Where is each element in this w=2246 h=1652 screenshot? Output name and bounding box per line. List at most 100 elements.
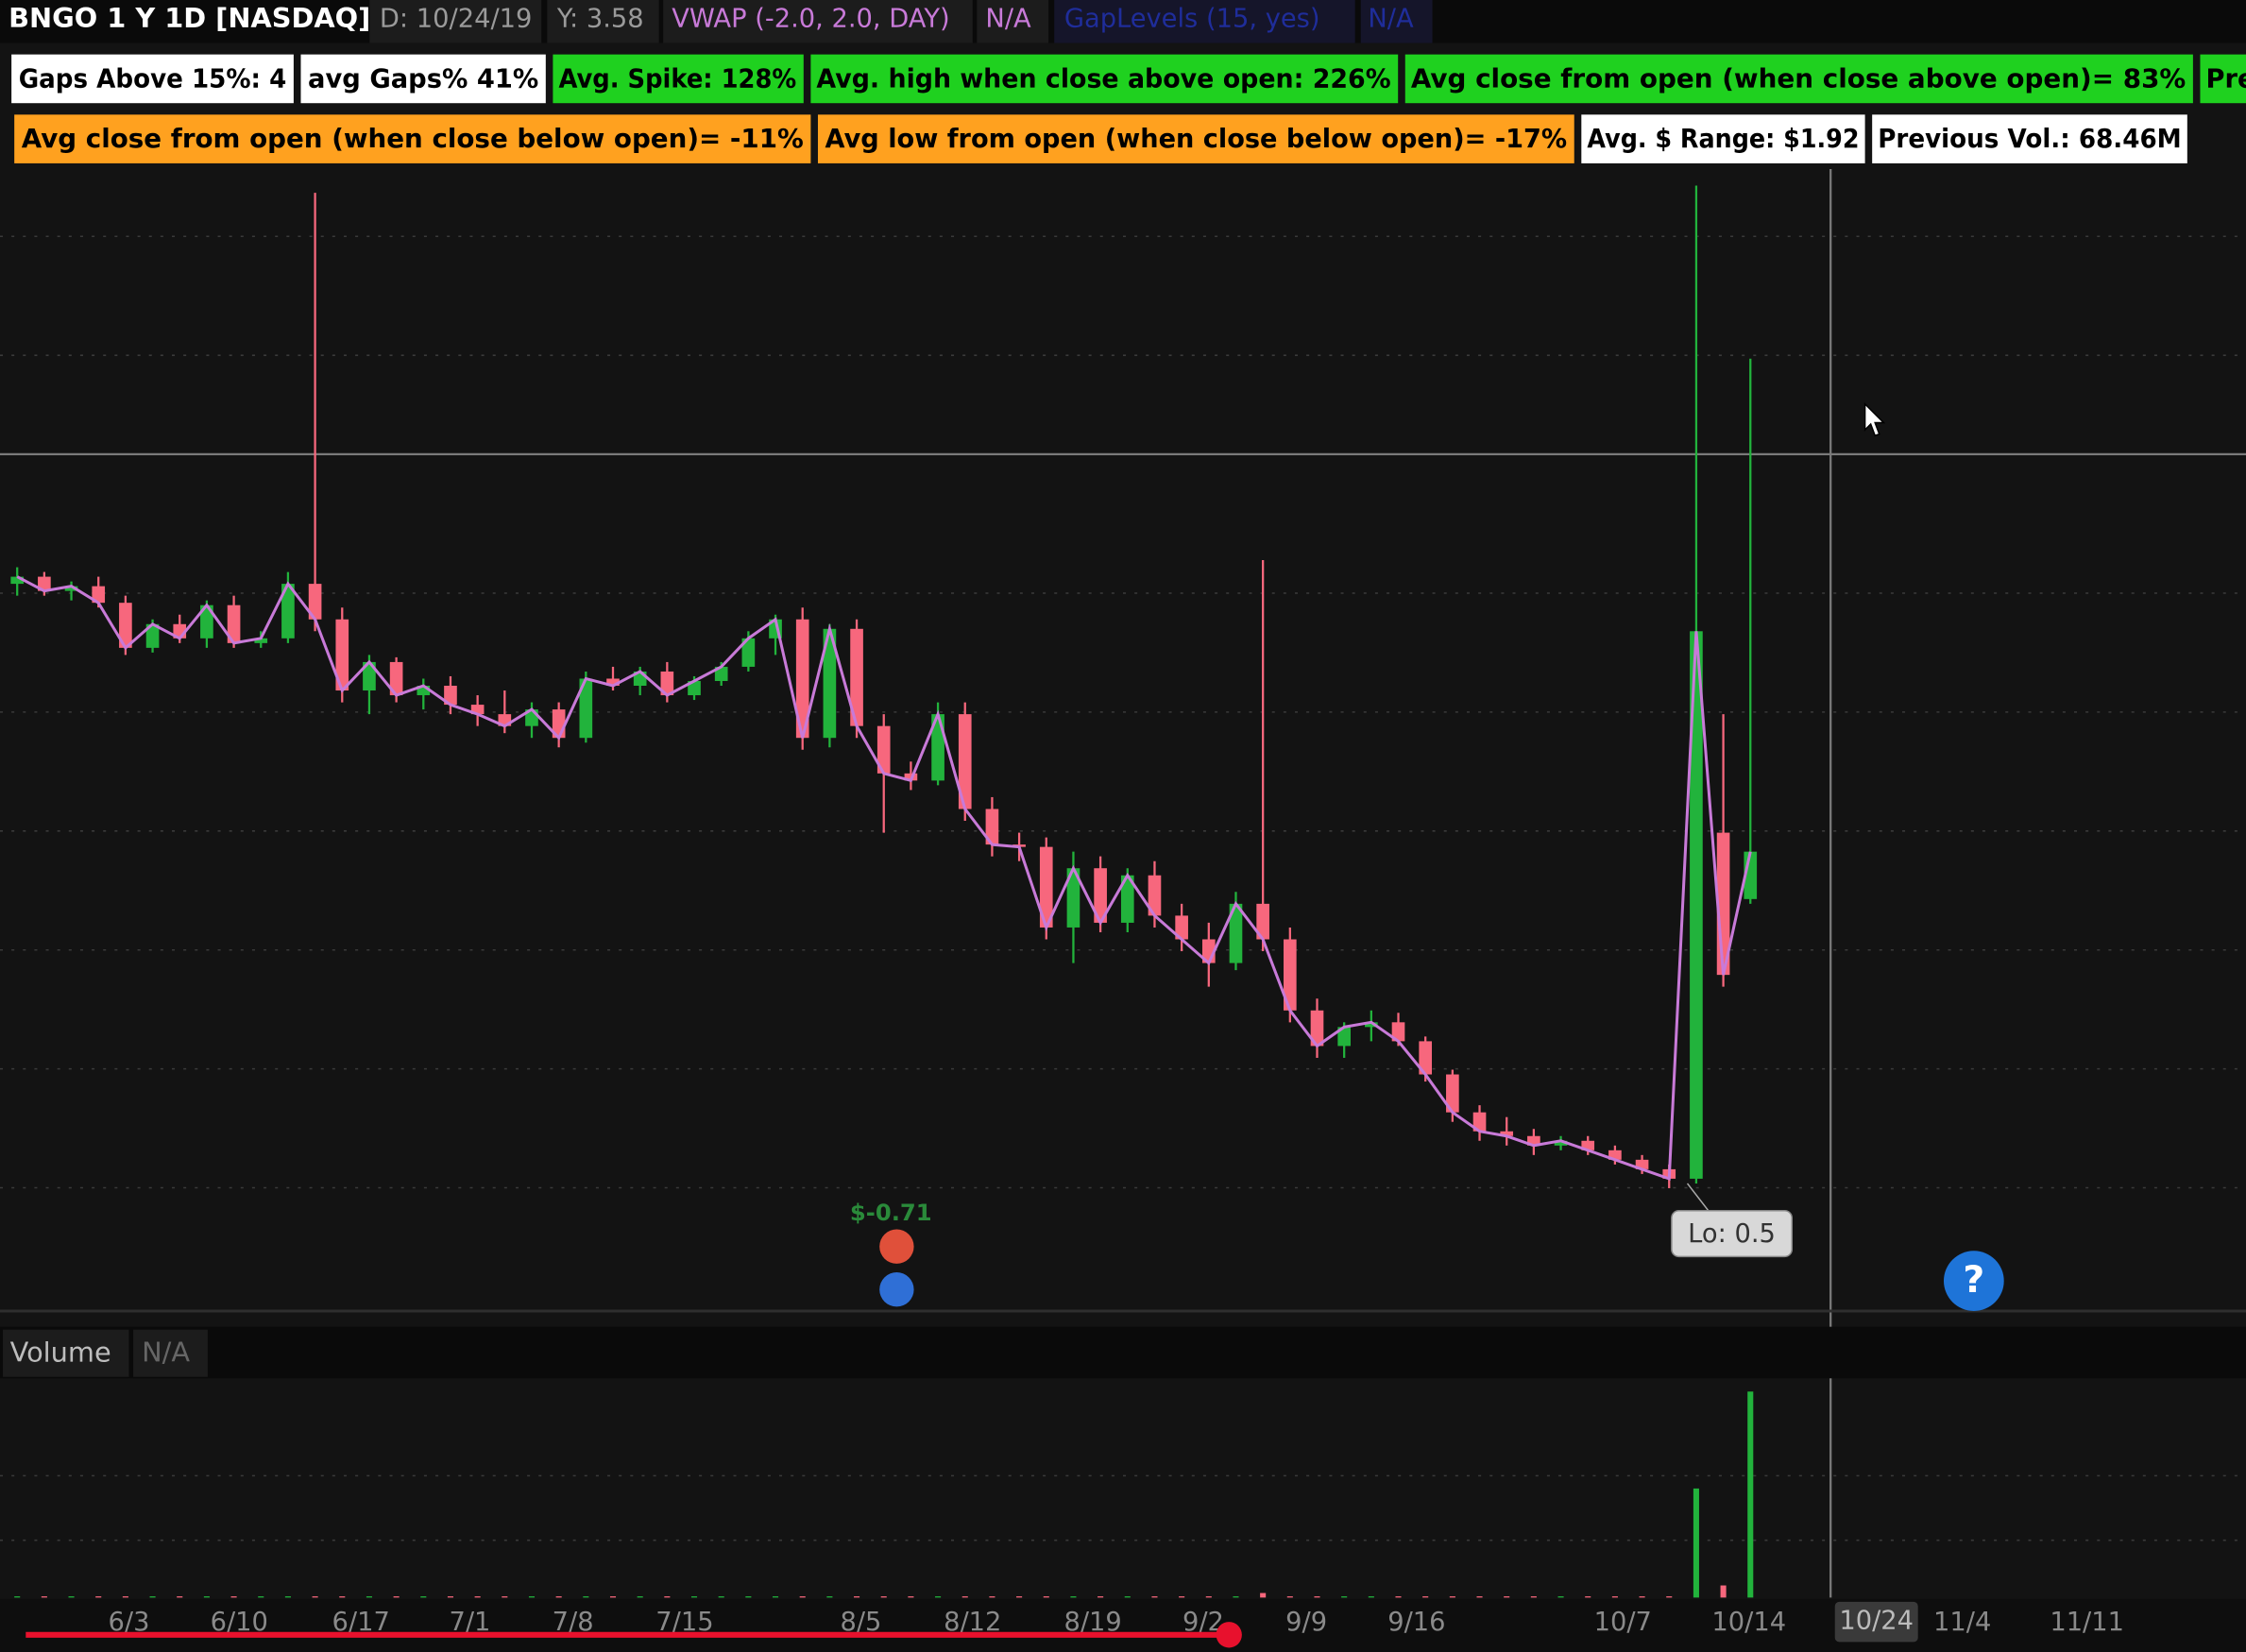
- candle-body: [145, 623, 160, 648]
- volume-bar: [1286, 1596, 1293, 1598]
- candle-body: [741, 638, 756, 667]
- label-box: [553, 54, 804, 104]
- volume-bar: [1585, 1596, 1591, 1598]
- volume-bar: [637, 1596, 643, 1598]
- candle-body: [1337, 1027, 1351, 1047]
- candle-body: [308, 584, 322, 620]
- candle-body: [606, 678, 620, 687]
- study: VWAP (-2.0, 2.0, DAY): [672, 5, 949, 34]
- volume-bar: [258, 1596, 264, 1598]
- candle-body: [850, 628, 863, 726]
- candle-body: [579, 678, 593, 739]
- candle-body: [92, 586, 106, 604]
- candle-body: [281, 584, 295, 639]
- candle-body: [1175, 915, 1188, 940]
- volume-bar: [1341, 1596, 1348, 1598]
- label: Avg close from open (when close below op…: [22, 125, 804, 154]
- volume-bar: [1720, 1585, 1727, 1598]
- candle-body: [1608, 1150, 1622, 1160]
- volume-bar: [1097, 1596, 1104, 1598]
- header-cell: [1054, 0, 1355, 43]
- volume-bar: [284, 1596, 291, 1598]
- low-label: Lo: 0.5: [1688, 1219, 1776, 1249]
- candle-body: [363, 661, 376, 691]
- x-tick-label: 11/4: [1933, 1608, 1991, 1637]
- date: D: 10/24/19: [380, 5, 532, 34]
- pnl-annotation: $-0.71: [850, 1199, 932, 1226]
- candle-body: [10, 576, 25, 585]
- volume-bar: [880, 1596, 887, 1598]
- candle-body: [1527, 1135, 1540, 1146]
- candle-body: [1635, 1159, 1649, 1169]
- volume-plot: [14, 1391, 1754, 1598]
- cursor-box: [1834, 1601, 1918, 1643]
- volume-bar: [203, 1596, 210, 1598]
- event-icon: [879, 1229, 914, 1264]
- candle-body: [389, 661, 403, 696]
- label: Avg. high when close above open: 226%: [816, 64, 1390, 94]
- help-button[interactable]: [1944, 1251, 2004, 1311]
- label: Avg low from open (when close below open…: [825, 125, 1568, 154]
- volume-bar: [989, 1596, 995, 1598]
- volume-bar: [1260, 1592, 1267, 1598]
- volume-bar: [393, 1596, 400, 1598]
- candle-body: [335, 619, 349, 691]
- candle-body: [714, 666, 728, 681]
- candle-body: [470, 705, 485, 715]
- label: Gaps Above 15%: 4: [19, 64, 287, 94]
- volume-value-box: [133, 1329, 208, 1377]
- price-plot: [10, 185, 1758, 1188]
- candle-body: [1581, 1140, 1595, 1150]
- volume-bar: [447, 1596, 453, 1598]
- symbol: BNGO 1 Y 1D [NASDAQ]: [9, 2, 370, 34]
- label-box: [14, 114, 811, 163]
- candle-body: [876, 725, 891, 774]
- label: Avg close from open (when close above op…: [1411, 64, 2186, 94]
- volume-bar: [908, 1596, 914, 1598]
- volume-bar: [502, 1596, 508, 1598]
- x-tick-label: 10/7: [1594, 1608, 1652, 1637]
- header-cell: [1360, 0, 1433, 43]
- candle-body: [1066, 868, 1080, 928]
- volume-bar: [1233, 1596, 1239, 1598]
- volume-bar: [745, 1596, 752, 1598]
- y-value: Y: 3.58: [556, 5, 644, 34]
- volume-bar: [718, 1596, 724, 1598]
- label: Pre: [2206, 64, 2246, 94]
- candle-body: [1690, 631, 1703, 1179]
- volume-bar: [420, 1596, 427, 1598]
- header-cell: [369, 0, 542, 43]
- progress-handle[interactable]: [1216, 1622, 1242, 1648]
- volume-bar: [609, 1596, 617, 1598]
- volume-bar: [68, 1596, 75, 1598]
- volume-bar: [1368, 1596, 1374, 1598]
- study2: GapLevels (15, yes): [1064, 5, 1320, 34]
- candle-body: [688, 680, 701, 696]
- cursor-date: 10/24: [1839, 1607, 1914, 1636]
- volume-bar: [312, 1596, 318, 1598]
- label-box: [2200, 54, 2246, 104]
- volume-bar: [1530, 1596, 1537, 1598]
- volume-bar: [1314, 1596, 1320, 1598]
- candle-body: [1500, 1131, 1514, 1136]
- volume-bar: [1557, 1596, 1564, 1598]
- label: Avg. Spike: 128%: [558, 64, 796, 94]
- help-icon[interactable]: ?: [1963, 1258, 1984, 1302]
- volume-bar: [1395, 1596, 1402, 1598]
- volume-bar: [555, 1596, 562, 1598]
- candle-body: [227, 605, 241, 643]
- candle-body: [200, 605, 213, 639]
- candle-body: [1229, 903, 1243, 963]
- volume-bar: [1205, 1596, 1212, 1598]
- volume-title-box: [3, 1329, 129, 1377]
- study-value: N/A: [985, 5, 1031, 34]
- mouse-cursor: [1863, 401, 1886, 437]
- grid: [0, 235, 2246, 1541]
- label-box: [1872, 114, 2187, 163]
- volume-bar: [935, 1596, 942, 1598]
- candle-body: [1391, 1022, 1405, 1042]
- volume-bar: [664, 1596, 671, 1598]
- candle-body: [444, 686, 457, 706]
- candle-body: [660, 671, 674, 696]
